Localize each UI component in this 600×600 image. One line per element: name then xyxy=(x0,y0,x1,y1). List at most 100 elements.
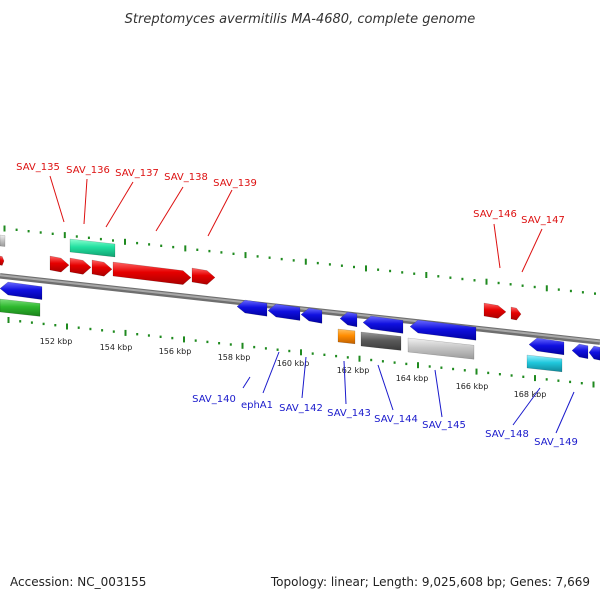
label-leader-lines xyxy=(49,175,575,434)
bottom-tick xyxy=(30,321,33,324)
bottom-tick xyxy=(475,368,478,375)
leader-line xyxy=(512,387,541,426)
gene-label-bottom[interactable]: SAV_149 xyxy=(534,437,578,448)
bottom-tick xyxy=(147,334,150,337)
gene-feature-red[interactable] xyxy=(0,255,5,266)
gene-feature-blue[interactable] xyxy=(528,337,565,356)
gene-feature-blue[interactable] xyxy=(588,345,600,361)
leader-line xyxy=(434,369,443,418)
gene-feature-blue[interactable] xyxy=(300,307,323,324)
bottom-tick xyxy=(229,343,232,346)
bottom-tick xyxy=(510,374,513,377)
top-tick xyxy=(316,261,319,265)
bottom-tick xyxy=(253,345,256,349)
bottom-tick xyxy=(405,362,408,366)
bottom-tick xyxy=(557,379,560,382)
gene-label-top[interactable]: SAV_137 xyxy=(115,168,159,179)
gene-feature-red[interactable] xyxy=(191,267,216,285)
bottom-tick xyxy=(159,335,162,338)
bottom-tick xyxy=(218,342,221,345)
bottom-tick xyxy=(346,356,349,359)
leader-line xyxy=(242,376,251,389)
bottom-tick xyxy=(206,340,209,344)
top-tick xyxy=(51,232,54,235)
bottom-tick xyxy=(569,380,572,384)
top-tick xyxy=(184,245,187,252)
leader-line xyxy=(301,356,307,399)
bottom-tick xyxy=(370,358,373,362)
bottom-tick xyxy=(311,352,314,355)
gene-feature-red[interactable] xyxy=(510,306,522,321)
gene-label-top[interactable]: SAV_139 xyxy=(213,178,257,189)
bottom-tick xyxy=(452,367,455,371)
gene-label-bottom[interactable]: SAV_144 xyxy=(374,414,418,425)
bottom-tick xyxy=(534,375,536,382)
top-tick xyxy=(401,271,404,274)
scale-label: 158 kbp xyxy=(218,353,251,362)
leader-line xyxy=(555,391,575,434)
top-tick xyxy=(27,230,30,233)
gene-feature-blue[interactable] xyxy=(339,311,358,328)
top-tick xyxy=(280,257,283,261)
top-tick xyxy=(208,249,211,253)
top-tick xyxy=(124,238,126,245)
gene-label-top[interactable]: SAV_146 xyxy=(473,209,517,220)
gene-label-bottom[interactable]: ephA1 xyxy=(241,400,273,411)
bottom-tick xyxy=(101,329,104,332)
bottom-tick xyxy=(498,373,501,376)
top-tick xyxy=(485,278,488,285)
gene-feature-blue[interactable] xyxy=(236,299,268,317)
gene-feature-green[interactable] xyxy=(0,298,41,317)
gene-feature-orange[interactable] xyxy=(337,328,356,345)
gene-feature-blue[interactable] xyxy=(409,319,477,341)
gene-feature-red[interactable] xyxy=(69,257,92,275)
top-tick xyxy=(545,285,548,292)
gene-feature-blue[interactable] xyxy=(571,343,589,360)
gene-label-bottom[interactable]: SAV_143 xyxy=(327,408,371,419)
gene-feature-blue[interactable] xyxy=(0,281,43,300)
bottom-tick xyxy=(545,378,548,381)
bottom-tick xyxy=(381,360,384,363)
gene-label-top[interactable]: SAV_147 xyxy=(521,215,565,226)
gene-feature-cyan[interactable] xyxy=(526,354,563,373)
bottom-tick xyxy=(136,333,139,336)
scale-label: 168 kbp xyxy=(514,390,547,399)
gene-feature-blue[interactable] xyxy=(267,303,301,321)
scale-label: 162 kbp xyxy=(337,366,370,375)
gene-feature-darkgray[interactable] xyxy=(360,331,402,351)
bottom-tick xyxy=(264,347,267,350)
gene-feature-lightgray[interactable] xyxy=(407,337,475,360)
gene-feature-red[interactable] xyxy=(91,259,113,277)
gene-label-bottom[interactable]: SAV_148 xyxy=(485,429,529,440)
gene-label-bottom[interactable]: SAV_145 xyxy=(422,420,466,431)
bottom-tick xyxy=(124,329,127,336)
gene-label-bottom[interactable]: SAV_140 xyxy=(192,394,236,405)
gene-label-bottom[interactable]: SAV_142 xyxy=(279,403,323,414)
gene-labels: SAV_135 SAV_136 SAV_137 SAV_138 SAV_139 SAV_1… xyxy=(16,162,578,448)
top-tick xyxy=(3,225,6,232)
gene-label-top[interactable]: SAV_135 xyxy=(16,162,60,173)
gene-label-top[interactable]: SAV_138 xyxy=(164,172,208,183)
top-tick xyxy=(304,258,307,265)
gene-feature-teal[interactable] xyxy=(69,238,116,258)
leader-line xyxy=(49,175,65,223)
gene-label-top[interactable]: SAV_136 xyxy=(66,165,110,176)
scale-label: 152 kbp xyxy=(40,337,73,346)
gene-feature-red[interactable] xyxy=(112,261,192,285)
top-tick xyxy=(437,275,440,278)
bottom-tick xyxy=(335,354,338,358)
top-tick xyxy=(509,283,512,286)
gene-feature-blue[interactable] xyxy=(362,315,404,334)
top-tick xyxy=(413,272,416,275)
top-tick xyxy=(75,235,78,238)
gene-feature-red[interactable] xyxy=(49,255,70,273)
gene-feature-gray[interactable] xyxy=(0,234,6,247)
top-tick xyxy=(557,288,560,291)
bottom-tick xyxy=(42,322,45,326)
gene-feature-red[interactable] xyxy=(483,302,507,319)
top-tick xyxy=(87,236,90,239)
bottom-tick xyxy=(54,324,57,327)
top-tick xyxy=(340,264,343,267)
bottom-tick xyxy=(241,342,244,349)
leader-line xyxy=(343,360,347,405)
